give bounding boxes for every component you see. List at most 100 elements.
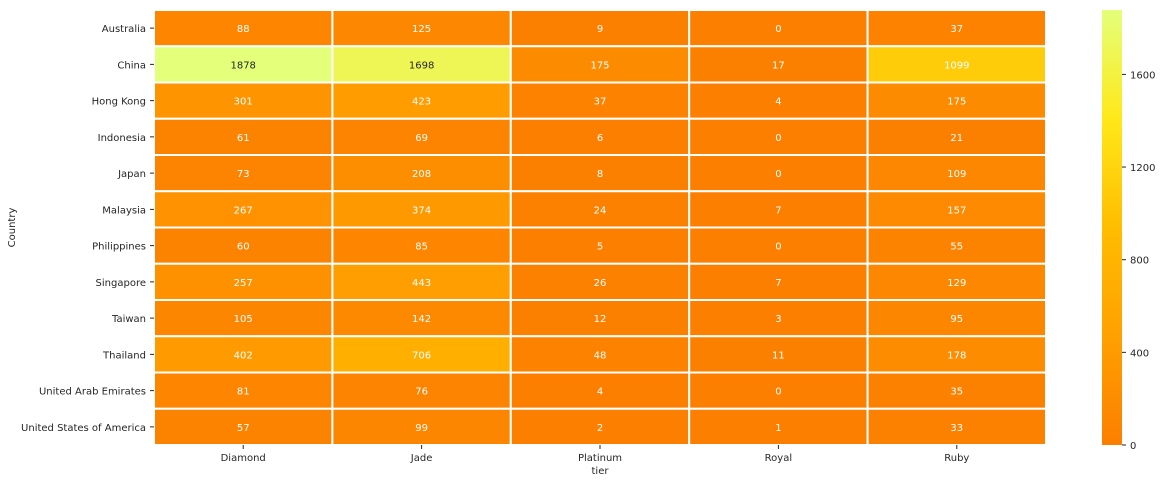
heatmap-cell: [688, 335, 869, 374]
colorbar-tick-label: 800: [1130, 256, 1149, 267]
y-axis-label: Country: [7, 208, 18, 248]
y-tick-label: Thailand: [102, 350, 146, 361]
heatmap-cell: [509, 45, 691, 84]
cell-value-label: 7: [775, 278, 781, 289]
heatmap-cell: [509, 371, 691, 410]
heatmap-cell: [509, 154, 691, 193]
cell-value-label: 0: [775, 387, 781, 398]
cell-value-label: 57: [237, 423, 250, 434]
y-tick-label: Japan: [117, 169, 146, 180]
y-tick-label: Indonesia: [98, 133, 146, 144]
cell-value-label: 208: [412, 169, 431, 180]
heatmap-cell: [153, 226, 334, 265]
cell-value-label: 69: [415, 133, 428, 144]
heatmap-cell: [331, 9, 512, 48]
cell-value-label: 129: [947, 278, 966, 289]
heatmap-cell: [866, 117, 1047, 156]
cell-value-label: 11: [772, 350, 785, 361]
heatmap-cell: [331, 117, 512, 156]
heatmap-cell: [866, 335, 1047, 374]
y-tick-label: United States of America: [21, 423, 146, 434]
cell-value-label: 55: [950, 242, 963, 253]
x-axis-label: tier: [592, 466, 610, 477]
y-tick-label: Taiwan: [111, 314, 146, 325]
heatmap-cell: [153, 335, 334, 374]
cell-value-label: 1: [775, 423, 781, 434]
cell-value-label: 0: [775, 242, 781, 253]
cell-value-label: 0: [775, 133, 781, 144]
cell-value-label: 33: [950, 423, 963, 434]
cell-value-label: 7: [775, 205, 781, 216]
cell-value-label: 301: [234, 97, 253, 108]
cell-value-label: 76: [415, 387, 428, 398]
cell-value-label: 267: [234, 205, 253, 216]
heatmap-cell: [153, 371, 334, 410]
cell-value-label: 105: [234, 314, 253, 325]
x-tick-label: Royal: [765, 453, 792, 464]
cell-value-label: 60: [237, 242, 250, 253]
colorbar-tick-label: 1600: [1130, 70, 1155, 81]
y-tick-label: Malaysia: [102, 205, 146, 216]
heatmap-cell: [331, 154, 512, 193]
cell-value-label: 423: [412, 97, 431, 108]
heatmap-cell: [331, 262, 512, 301]
cell-value-label: 24: [594, 205, 607, 216]
cell-value-label: 257: [234, 278, 253, 289]
x-tick-label: Platinum: [578, 453, 622, 464]
cell-value-label: 1099: [944, 60, 969, 71]
cell-value-label: 12: [594, 314, 607, 325]
x-tick-label: Ruby: [944, 453, 969, 464]
colorbar-tick-label: 400: [1130, 348, 1149, 359]
cell-value-label: 125: [412, 24, 431, 35]
cell-value-label: 142: [412, 314, 431, 325]
cell-value-label: 81: [237, 387, 250, 398]
cell-value-label: 85: [415, 242, 428, 253]
cell-value-label: 37: [950, 24, 963, 35]
heatmap-cell: [331, 81, 512, 120]
cell-value-label: 175: [590, 60, 609, 71]
cell-value-label: 3: [775, 314, 781, 325]
cell-value-label: 374: [412, 205, 431, 216]
cell-value-label: 35: [950, 387, 963, 398]
cell-value-label: 175: [947, 97, 966, 108]
colorbar: [1102, 10, 1122, 445]
y-tick-label: Philippines: [92, 242, 146, 253]
heatmap-cell: [866, 190, 1047, 229]
heatmap-cells: [153, 9, 1047, 446]
heatmap-cell: [688, 117, 869, 156]
cell-value-label: 95: [950, 314, 963, 325]
cell-value-label: 4: [775, 97, 781, 108]
cell-value-label: 37: [594, 97, 607, 108]
cell-value-label: 73: [237, 169, 250, 180]
x-axis-ticks: Diamond Jade Platinum Royal Ruby: [221, 445, 969, 464]
cell-value-label: 0: [775, 169, 781, 180]
cell-value-label: 706: [412, 350, 431, 361]
cell-value-label: 1698: [409, 60, 434, 71]
heatmap-cell: [153, 407, 334, 446]
heatmap-cell: [866, 371, 1047, 410]
cell-value-label: 157: [947, 205, 966, 216]
heatmap-cell: [866, 299, 1047, 338]
heatmap-cell: [331, 190, 512, 229]
cell-value-label: 443: [412, 278, 431, 289]
cell-value-label: 1878: [230, 60, 255, 71]
cell-value-label: 6: [597, 133, 603, 144]
x-tick-label: Jade: [410, 453, 433, 464]
cell-value-label: 2: [597, 423, 603, 434]
heatmap-cell: [509, 335, 691, 374]
cell-value-label: 0: [775, 24, 781, 35]
colorbar-tick-label: 0: [1130, 441, 1136, 452]
cell-value-label: 21: [950, 133, 963, 144]
y-tick-label: Hong Kong: [92, 97, 146, 108]
cell-value-label: 109: [947, 169, 966, 180]
y-tick-label: China: [117, 60, 146, 71]
cell-value-label: 48: [594, 350, 607, 361]
cell-value-label: 402: [234, 350, 253, 361]
x-tick-label: Diamond: [221, 453, 266, 464]
cell-value-label: 178: [947, 350, 966, 361]
heatmap-cell: [331, 299, 512, 338]
heatmap-cell: [866, 45, 1047, 84]
cell-value-label: 5: [597, 242, 603, 253]
